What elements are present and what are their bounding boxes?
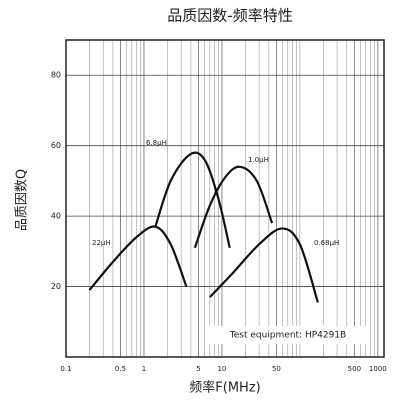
chart-title: 品质因数-频率特性 <box>167 7 292 25</box>
q-curve <box>193 165 274 249</box>
annotation: Test equipment: HP4291B <box>229 331 346 341</box>
x-tick-label: 5 <box>196 365 200 373</box>
x-tick-label: 1 <box>142 365 146 373</box>
y-tick-label: 80 <box>51 71 61 80</box>
curve-label: 6.8μH <box>146 139 167 147</box>
x-tick-label: 1000 <box>369 365 387 373</box>
curve-label: 1.0μH <box>248 156 269 164</box>
y-tick-label: 60 <box>51 141 61 150</box>
q-curve <box>209 227 319 303</box>
x-tick-label: 0.1 <box>60 365 71 373</box>
curve-label: 0.68μH <box>314 239 339 247</box>
q-curve <box>154 151 231 249</box>
x-tick-label: 50 <box>272 365 281 373</box>
q-curve <box>88 225 188 291</box>
x-tick-label: 0.5 <box>115 365 126 373</box>
curve-label: 22μH <box>92 239 111 247</box>
y-tick-label: 40 <box>51 212 61 221</box>
x-tick-label: 10 <box>217 365 226 373</box>
x-tick-label: 500 <box>348 365 361 373</box>
annotation-box <box>208 326 368 344</box>
plot-frame <box>65 39 385 358</box>
y-axis-label: 品质因数Q <box>15 169 30 231</box>
y-tick-label: 20 <box>51 282 61 291</box>
x-axis-label: 频率F(MHz) <box>189 380 260 396</box>
